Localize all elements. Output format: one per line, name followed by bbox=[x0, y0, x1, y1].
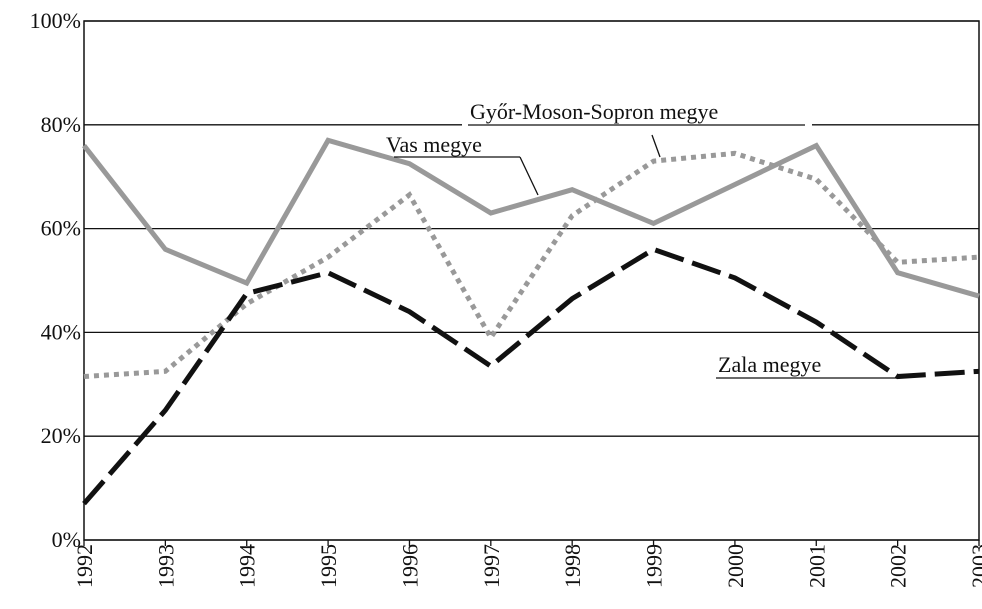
label-bg bbox=[462, 96, 812, 130]
series-line bbox=[82, 137, 980, 299]
x-tick-label: 2001 bbox=[804, 544, 829, 588]
series-line bbox=[82, 246, 980, 506]
x-tick-label: 1992 bbox=[72, 544, 97, 588]
x-tick-label: 2000 bbox=[723, 544, 748, 588]
series-line bbox=[83, 150, 980, 380]
leader-line bbox=[519, 156, 539, 196]
x-tick-label: 1996 bbox=[397, 544, 422, 588]
x-tick-label: 2002 bbox=[886, 544, 911, 588]
leader-line bbox=[651, 134, 661, 158]
y-tick-label: 40% bbox=[41, 319, 81, 344]
y-tick-label: 60% bbox=[41, 216, 81, 241]
x-tick-label: 1999 bbox=[642, 544, 667, 588]
x-tick-label: 1994 bbox=[235, 544, 260, 588]
x-tick-label: 1995 bbox=[316, 544, 341, 588]
series-label: Győr-Moson-Sopron megye bbox=[470, 99, 718, 124]
y-tick-label: 0% bbox=[52, 527, 81, 552]
y-tick-label: 80% bbox=[41, 112, 81, 137]
series-label: Zala megye bbox=[718, 352, 821, 377]
x-tick-label: 1993 bbox=[153, 544, 178, 588]
x-tick-label: 1998 bbox=[560, 544, 585, 588]
x-tick-label: 2003 bbox=[967, 544, 982, 588]
series-label: Vas megye bbox=[386, 132, 482, 157]
y-tick-label: 20% bbox=[41, 423, 81, 448]
x-tick-label: 1997 bbox=[479, 544, 504, 588]
y-tick-label: 100% bbox=[30, 8, 81, 33]
